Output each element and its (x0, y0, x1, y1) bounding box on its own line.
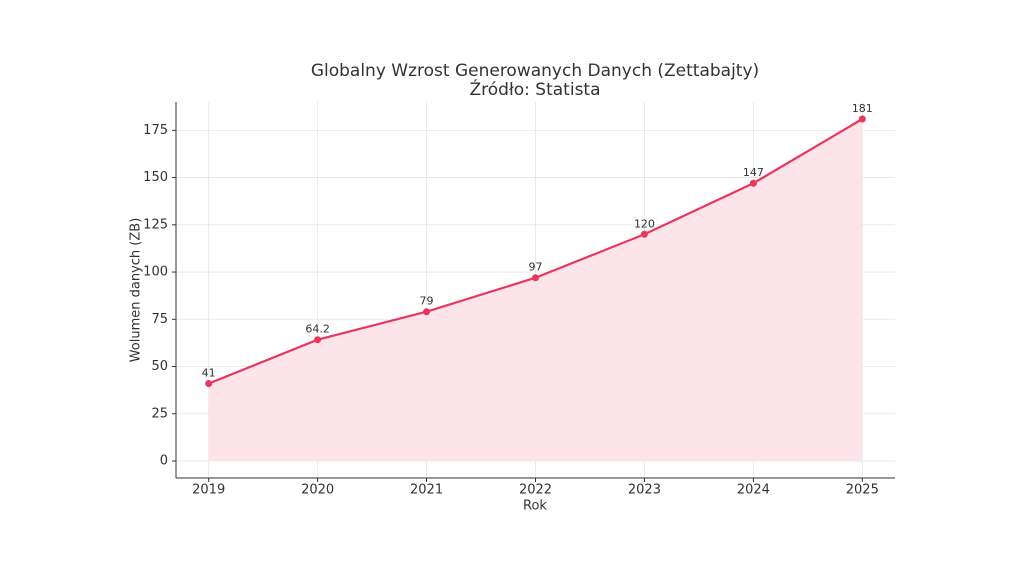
x-axis-label: Rok (523, 499, 547, 514)
y-tick-label: 0 (160, 453, 168, 468)
chart-subtitle: Źródło: Statista (469, 78, 600, 100)
y-tick-label: 100 (143, 265, 168, 280)
x-tick-label: 2023 (628, 483, 661, 498)
x-tick-label: 2020 (301, 483, 334, 498)
point (858, 115, 866, 123)
data-label: 79 (420, 295, 434, 308)
y-tick-label: 75 (151, 312, 168, 327)
point (749, 179, 757, 187)
x-tick-label: 2019 (192, 483, 225, 498)
x-tick-label: 2022 (519, 483, 552, 498)
y-tick-label: 150 (143, 170, 168, 185)
y-tick-label: 50 (151, 359, 168, 374)
data-label: 41 (202, 367, 216, 380)
data-label: 64.2 (305, 323, 330, 336)
point (640, 230, 648, 238)
data-label: 147 (743, 166, 764, 179)
y-axis-label: Wolumen danych (ZB) (129, 218, 144, 363)
x-tick-label: 2024 (737, 483, 770, 498)
point (423, 308, 431, 316)
chart-title: Globalny Wzrost Generowanych Danych (Zet… (311, 61, 759, 81)
x-tick-label: 2025 (846, 483, 879, 498)
point (205, 380, 213, 388)
data-label: 97 (529, 261, 543, 274)
point (314, 336, 322, 344)
y-tick-label: 25 (151, 406, 168, 421)
y-tick-label: 175 (143, 123, 168, 138)
y-tick-label: 125 (143, 217, 168, 232)
data-label: 181 (852, 102, 873, 115)
area (208, 119, 863, 461)
x-tick-label: 2021 (410, 483, 443, 498)
point (532, 274, 539, 282)
data-label: 120 (634, 217, 655, 230)
